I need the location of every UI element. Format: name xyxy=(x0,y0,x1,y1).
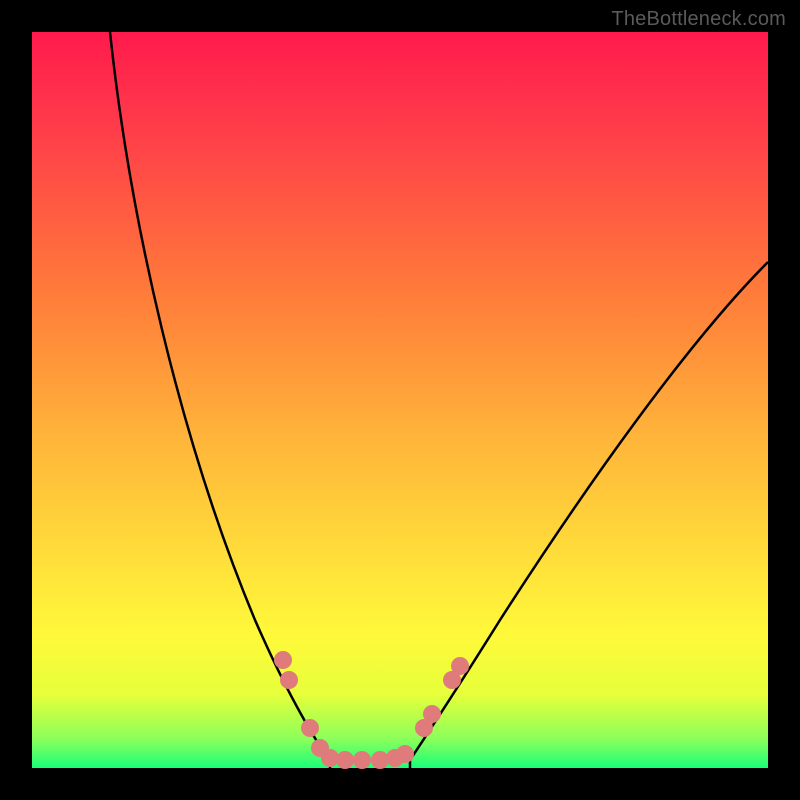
data-marker xyxy=(301,719,319,737)
data-marker xyxy=(396,745,414,763)
data-marker xyxy=(451,657,469,675)
curve-left xyxy=(110,32,330,768)
curve-right xyxy=(410,262,768,768)
data-marker xyxy=(336,751,354,769)
chart-svg xyxy=(0,0,800,800)
chart-container: TheBottleneck.com xyxy=(0,0,800,800)
data-marker xyxy=(274,651,292,669)
markers-group xyxy=(274,651,469,769)
data-marker xyxy=(280,671,298,689)
data-marker xyxy=(353,751,371,769)
data-marker xyxy=(423,705,441,723)
